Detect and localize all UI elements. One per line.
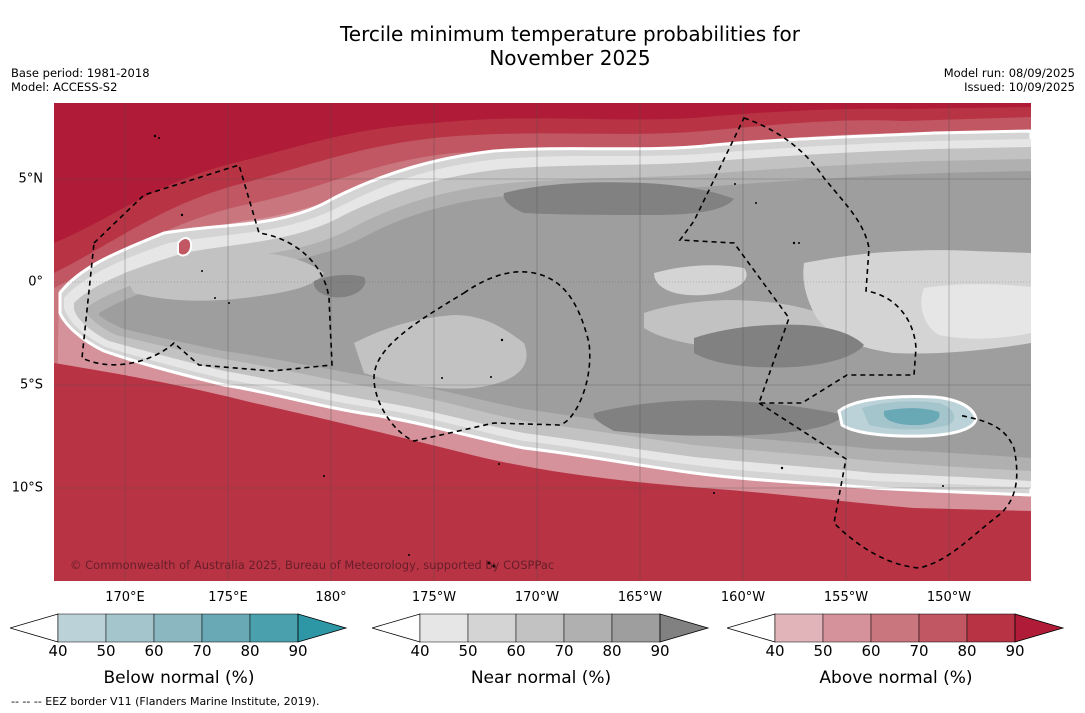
below-normal-60 — [884, 408, 940, 426]
map-title: Tercile minimum temperature probabilitie… — [0, 22, 1085, 70]
lon-tick-label: 170°W — [514, 590, 560, 605]
near-50-patch-mid — [654, 265, 747, 296]
colorbar-title-below: Below normal (%) — [103, 668, 255, 688]
lon-tick-label: 170°E — [105, 590, 145, 605]
near-60-patch-center — [354, 315, 527, 389]
colorbar-tick-label: 50 — [458, 642, 478, 660]
near-80-body — [99, 171, 1031, 458]
issued-text: Issued: 10/09/2025 — [964, 80, 1075, 94]
colorbar-segment — [918, 613, 968, 643]
colorbar-extend-high — [1014, 613, 1065, 643]
colorbar-segment — [467, 613, 517, 643]
colorbar-above-normal — [727, 613, 1065, 643]
near-40-patch-east — [921, 284, 1031, 339]
probability-map — [54, 103, 1031, 581]
colorbar-segment — [201, 613, 251, 643]
title-line-1: Tercile minimum temperature probabilitie… — [339, 22, 801, 46]
colorbar-segment — [419, 613, 469, 643]
colorbar-tick-label: 50 — [813, 642, 833, 660]
colorbar-extend-low — [372, 613, 421, 643]
colorbar-title-near: Near normal (%) — [470, 668, 612, 688]
near-60-patch-west — [124, 252, 324, 301]
colorbar-segment — [105, 613, 155, 643]
colorbar-segment — [249, 613, 299, 643]
colorbar-segment — [563, 613, 613, 643]
colorbar-tick-label: 40 — [48, 642, 68, 660]
colorbar-tick-label: 80 — [957, 642, 977, 660]
colorbar-tick-label: 40 — [765, 642, 785, 660]
colorbar-segment — [515, 613, 565, 643]
colorbar-segment — [57, 613, 107, 643]
band-south-above-80 — [54, 363, 1031, 581]
lon-tick-label: 165°W — [617, 590, 663, 605]
lon-tick-label: 175°E — [208, 590, 248, 605]
colorbar-segment — [966, 613, 1016, 643]
colorbar-tick-label: 60 — [144, 642, 164, 660]
colorbar-tick-label: 90 — [1005, 642, 1025, 660]
lon-tick-label: 150°W — [926, 590, 972, 605]
colorbar-extend-low — [727, 613, 776, 643]
model-run-text: Model run: 08/09/2025 — [943, 66, 1075, 80]
meta-left: Base period: 1981-2018 Model: ACCESS-S2 — [11, 66, 150, 94]
colorbar-tick-label: 70 — [554, 642, 574, 660]
eez-border-phoenix — [373, 271, 591, 442]
colorbar-below-normal — [10, 613, 348, 643]
grid-lines — [54, 103, 1031, 581]
colorbar-tick-label: 60 — [861, 642, 881, 660]
colorbar-tick-label: 50 — [96, 642, 116, 660]
eez-borders — [81, 117, 1018, 569]
lat-tick-label: 5°N — [18, 171, 44, 187]
colorbar-segment — [153, 613, 203, 643]
colorbar-segment — [774, 613, 824, 643]
colorbar-extend-high — [659, 613, 710, 643]
lat-tick-label: 5°S — [19, 377, 43, 393]
colorbar-tick-label: 60 — [506, 642, 526, 660]
colorbar-tick-label: 90 — [288, 642, 308, 660]
lat-tick-label: 0° — [28, 274, 43, 290]
colorbar-segment — [611, 613, 661, 643]
base-period-text: Base period: 1981-2018 — [11, 66, 150, 80]
colorbar-near-normal — [372, 613, 710, 643]
colorbar-tick-label: 80 — [602, 642, 622, 660]
colorbar-tick-label: 70 — [909, 642, 929, 660]
colorbar-extend-high — [297, 613, 348, 643]
colorbar-tick-label: 70 — [192, 642, 212, 660]
meta-right: Model run: 08/09/2025 Issued: 10/09/2025 — [944, 66, 1075, 94]
colorbar-segment — [870, 613, 920, 643]
title-line-2: November 2025 — [489, 46, 651, 70]
lon-tick-label: 175°W — [411, 590, 457, 605]
copyright-text: © Commonwealth of Australia 2025, Bureau… — [70, 558, 555, 572]
colorbar-segment — [822, 613, 872, 643]
colorbar-tick-label: 80 — [240, 642, 260, 660]
colorbar-tick-label: 40 — [410, 642, 430, 660]
island-patch — [177, 237, 193, 257]
near-90-patch-north — [503, 182, 734, 215]
lon-tick-label: 160°W — [720, 590, 766, 605]
lon-tick-label: 155°W — [823, 590, 869, 605]
colorbar-extend-low — [10, 613, 59, 643]
lon-tick-label: 180° — [315, 590, 347, 605]
eez-footnote: -- -- -- EEZ border V11 (Flanders Marine… — [11, 695, 320, 708]
lat-tick-label: 10°S — [11, 480, 43, 496]
eez-border-kiribati-gilberts — [81, 163, 333, 372]
near-90-patch-south — [593, 400, 844, 436]
eez-border-line-islands — [678, 117, 917, 404]
island-outlines — [153, 134, 944, 568]
near-90-patch-west — [314, 274, 366, 298]
model-text: Model: ACCESS-S2 — [11, 80, 118, 94]
colorbar-tick-label: 90 — [650, 642, 670, 660]
colorbar-title-above: Above normal (%) — [819, 668, 973, 688]
